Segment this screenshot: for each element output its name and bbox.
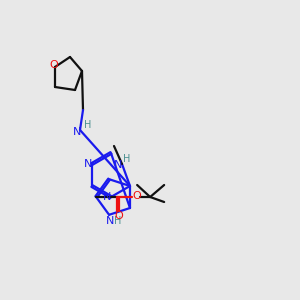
Text: N: N: [114, 160, 122, 170]
Text: N: N: [84, 159, 92, 169]
Text: H: H: [123, 154, 131, 164]
Text: O: O: [133, 191, 142, 201]
Text: N: N: [106, 216, 114, 226]
Text: N: N: [103, 192, 111, 202]
Text: H: H: [84, 120, 92, 130]
Text: O: O: [50, 60, 58, 70]
Text: N: N: [73, 127, 81, 137]
Text: H: H: [114, 216, 122, 226]
Text: O: O: [115, 211, 124, 221]
